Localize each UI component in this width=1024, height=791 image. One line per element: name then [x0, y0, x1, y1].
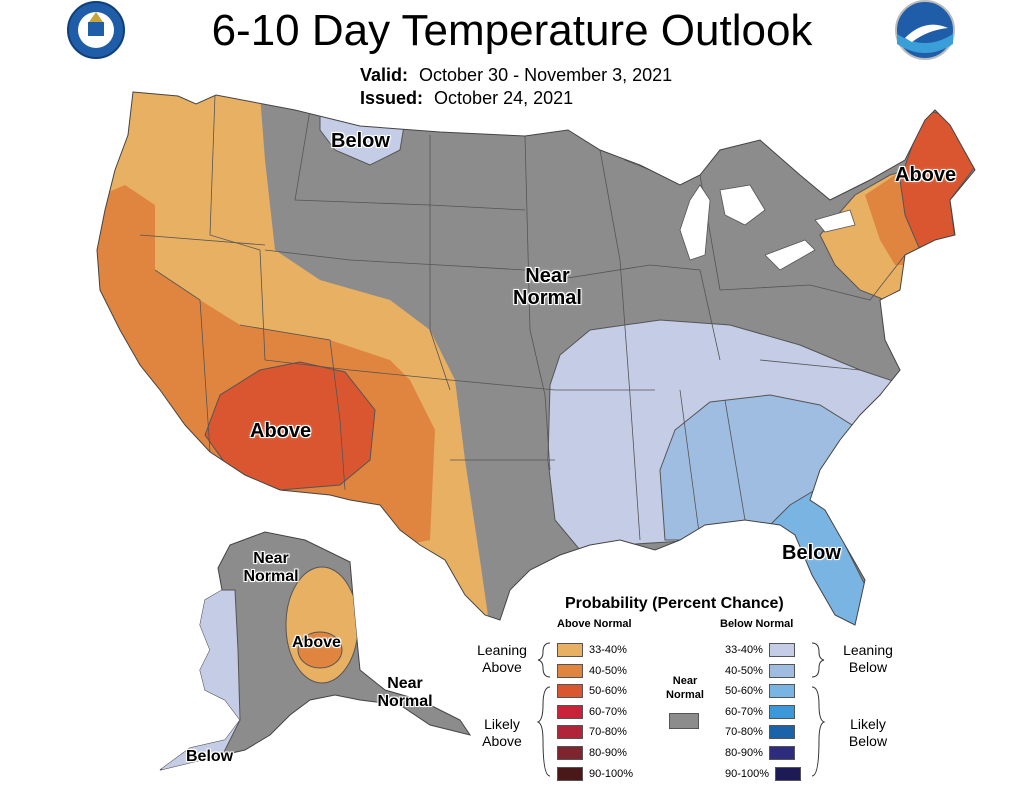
label-near-normal-panhandle: Near Normal	[377, 675, 433, 710]
legend-leaning-below: Leaning Below	[843, 642, 893, 675]
label-above-alaska: Above	[292, 634, 341, 651]
legend-below-range-label: 50-60%	[725, 685, 763, 698]
legend-leaning-above: Leaning Above	[477, 642, 527, 675]
conus-map	[96, 91, 976, 626]
valid-label: Valid:	[360, 65, 409, 85]
legend-above-swatch	[557, 684, 583, 699]
legend-below-swatch	[768, 746, 795, 760]
legend-above-range-label: 70-80%	[589, 726, 627, 739]
legend-below-swatch	[768, 663, 795, 678]
legend-below-row: 33-40%	[725, 643, 795, 657]
legend-above-range-label: 40-50%	[589, 664, 627, 677]
legend-likely-below: Likely Below	[848, 716, 888, 749]
legend-below-header: Below Normal	[720, 618, 794, 630]
page-title: 6-10 Day Temperature Outlook	[211, 6, 813, 55]
legend-above-range-label: 60-70%	[589, 705, 627, 718]
legend-likely-above: Likely Above	[482, 716, 522, 749]
legend-below-swatch	[775, 766, 802, 781]
alaska-map	[159, 531, 472, 771]
label-near-normal-alaska: Near Normal	[243, 550, 299, 585]
valid-value: October 30 - November 3, 2021	[419, 65, 673, 85]
legend-above-row: 90-100%	[557, 766, 634, 781]
legend-above-row: 80-90%	[557, 746, 627, 760]
legend-below-swatch	[768, 643, 795, 657]
legend-above-swatch	[557, 746, 583, 760]
legend-below-row: 50-60%	[725, 684, 795, 699]
legend-below-swatch	[768, 725, 795, 740]
legend-below-row: 40-50%	[725, 663, 795, 678]
legend-below-swatch	[768, 704, 795, 719]
label-above-southwest: Above	[250, 420, 312, 442]
legend-above-row: 33-40%	[557, 643, 627, 657]
legend-above-range-label: 33-40%	[589, 644, 627, 656]
legend-below-range-label: 40-50%	[725, 664, 763, 677]
legend-above-row: 70-80%	[557, 725, 627, 740]
legend-below-row: 80-90%	[725, 746, 795, 760]
issued-value: October 24, 2021	[434, 88, 574, 108]
issued-label: Issued:	[360, 88, 424, 108]
label-below-alaska: Below	[186, 748, 234, 765]
legend-above-row: 60-70%	[557, 704, 627, 719]
label-below-florida: Below	[782, 542, 841, 564]
legend-title: Probability (Percent Chance)	[565, 595, 784, 612]
legend-below-row: 60-70%	[725, 704, 795, 719]
legend-above-swatch	[557, 725, 583, 740]
above-40-50-alaska	[297, 631, 343, 669]
legend-near-normal-swatch	[669, 713, 699, 729]
legend-below-range-label: 33-40%	[725, 644, 763, 656]
doc-seal-logo	[67, 1, 125, 59]
legend-above-swatch	[557, 643, 583, 657]
legend-below-row: 70-80%	[725, 725, 795, 740]
valid-line: Valid: October 30 - November 3, 2021	[360, 65, 672, 86]
legend-above-header: Above Normal	[557, 618, 632, 630]
legend-above-row: 50-60%	[557, 684, 627, 699]
legend-above-range-label: 80-90%	[589, 747, 627, 759]
legend-below-range-label: 60-70%	[725, 705, 763, 718]
legend-below-range-label: 70-80%	[725, 726, 763, 739]
legend-below-swatch	[768, 684, 795, 699]
legend-above-range-label: 90-100%	[589, 767, 634, 780]
legend-below-range-label: 90-100%	[725, 767, 770, 780]
legend-below-row: 90-100%	[725, 766, 802, 781]
legend-near-normal: Near Normal	[666, 675, 704, 701]
issued-line: Issued: October 24, 2021	[360, 88, 573, 109]
legend-below-range-label: 80-90%	[725, 747, 763, 759]
label-below-north: Below	[331, 130, 390, 152]
legend-above-range-label: 50-60%	[589, 685, 627, 698]
noaa-logo	[895, 0, 955, 60]
label-above-northeast: Above	[895, 164, 957, 186]
state-borders	[139, 94, 906, 541]
label-near-normal-central: Near Normal	[513, 265, 582, 309]
legend-above-swatch	[557, 663, 583, 678]
legend-above-row: 40-50%	[557, 663, 627, 678]
legend-above-swatch	[557, 766, 583, 781]
legend-above-swatch	[557, 704, 583, 719]
